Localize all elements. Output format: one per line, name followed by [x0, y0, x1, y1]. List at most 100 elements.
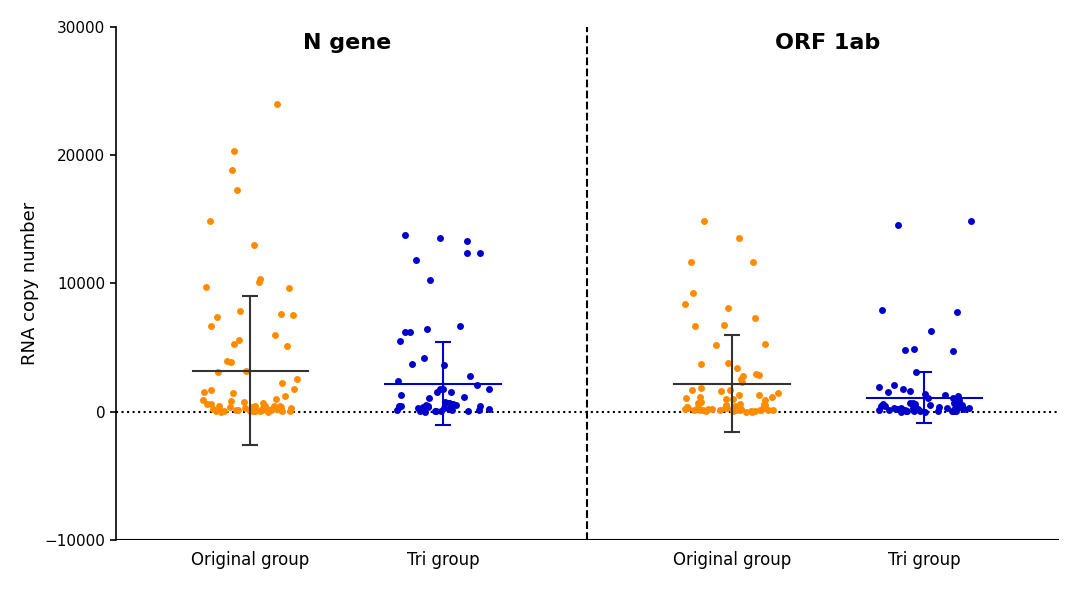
Point: [213, 407, 230, 416]
Point: [421, 276, 438, 285]
Point: [950, 398, 968, 408]
Point: [481, 384, 498, 394]
Point: [272, 402, 289, 412]
Point: [694, 406, 712, 415]
Point: [445, 399, 462, 409]
Point: [285, 385, 302, 394]
Point: [255, 399, 272, 408]
Point: [729, 401, 746, 411]
Point: [716, 404, 733, 413]
Point: [471, 401, 488, 411]
Point: [411, 407, 429, 416]
Point: [917, 389, 934, 399]
Point: [285, 310, 302, 320]
Point: [904, 398, 921, 408]
Point: [689, 398, 706, 408]
Point: [195, 388, 213, 397]
Point: [712, 405, 729, 414]
Point: [691, 392, 708, 402]
Y-axis label: RNA copy number: RNA copy number: [21, 202, 39, 365]
Point: [756, 399, 773, 408]
Point: [390, 401, 407, 411]
Point: [949, 391, 967, 401]
Point: [954, 402, 971, 412]
Point: [902, 386, 919, 395]
Point: [252, 274, 269, 284]
Point: [747, 369, 765, 379]
Point: [717, 395, 734, 404]
Point: [416, 402, 433, 411]
Point: [677, 393, 694, 402]
Point: [246, 401, 264, 411]
Point: [732, 374, 750, 384]
Point: [202, 385, 219, 395]
Point: [459, 248, 476, 258]
Text: ORF 1ab: ORF 1ab: [775, 33, 880, 53]
Point: [944, 393, 961, 402]
Point: [950, 402, 968, 412]
Point: [447, 401, 464, 410]
Point: [427, 407, 444, 416]
Point: [251, 277, 268, 286]
Point: [268, 404, 285, 414]
Point: [218, 356, 235, 366]
Point: [253, 405, 270, 415]
Point: [727, 401, 744, 410]
Point: [409, 403, 427, 412]
Point: [732, 399, 750, 409]
Point: [907, 367, 924, 376]
Point: [435, 360, 453, 370]
Point: [282, 404, 299, 413]
Point: [243, 405, 260, 415]
Point: [707, 340, 725, 350]
Point: [703, 405, 720, 414]
Point: [725, 395, 742, 404]
Point: [267, 394, 284, 404]
Point: [899, 406, 916, 415]
Point: [765, 405, 782, 414]
Point: [954, 401, 971, 410]
Point: [870, 405, 888, 415]
Point: [256, 401, 273, 411]
Point: [717, 401, 734, 410]
Point: [683, 257, 700, 266]
Point: [268, 100, 285, 109]
Point: [759, 405, 777, 415]
Point: [902, 399, 919, 408]
Point: [273, 378, 291, 387]
Point: [420, 394, 437, 403]
Point: [905, 407, 922, 416]
Point: [279, 342, 296, 351]
Point: [730, 234, 747, 243]
Point: [443, 388, 460, 397]
Point: [684, 288, 701, 297]
Point: [440, 399, 457, 408]
Point: [203, 322, 220, 331]
Point: [224, 166, 241, 175]
Point: [877, 401, 894, 411]
Point: [429, 387, 446, 396]
Point: [415, 402, 432, 412]
Point: [880, 405, 897, 415]
Point: [222, 396, 240, 406]
Point: [943, 407, 960, 416]
Point: [874, 306, 891, 315]
Point: [922, 326, 940, 336]
Point: [870, 382, 888, 391]
Point: [390, 402, 407, 411]
Point: [245, 241, 262, 250]
Point: [237, 403, 254, 412]
Point: [676, 405, 693, 414]
Point: [262, 405, 280, 414]
Point: [252, 407, 269, 416]
Point: [896, 345, 914, 355]
Point: [888, 404, 905, 414]
Point: [461, 372, 478, 381]
Point: [202, 399, 219, 408]
Point: [746, 313, 764, 323]
Point: [221, 402, 239, 412]
Point: [471, 405, 488, 415]
Point: [764, 392, 781, 402]
Point: [258, 404, 275, 414]
Point: [746, 407, 764, 416]
